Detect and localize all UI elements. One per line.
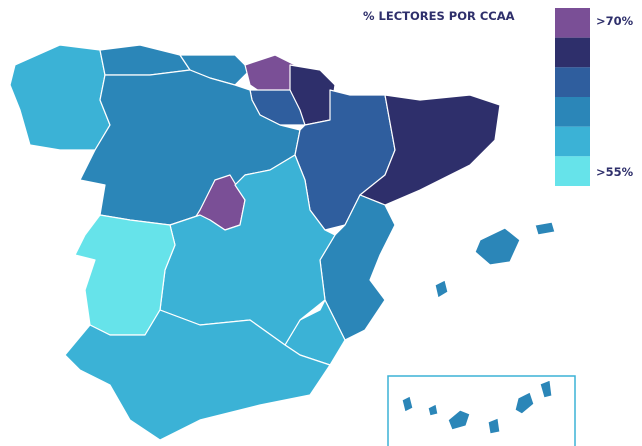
region: [487, 417, 501, 435]
legend-top-label: >70%: [596, 14, 634, 28]
region: [9, 44, 111, 151]
region: [514, 391, 535, 415]
region: [434, 279, 449, 299]
region: [427, 403, 439, 417]
canary-frame: [387, 375, 576, 446]
legend-swatch: [555, 156, 590, 186]
region: [534, 221, 556, 236]
legend-swatch: [555, 126, 590, 157]
legend-swatch: [555, 8, 590, 38]
region: [359, 94, 501, 206]
region: [447, 409, 471, 431]
legend-swatch: [555, 97, 590, 127]
region: [474, 227, 521, 266]
legend: [555, 8, 590, 186]
legend-title: % LECTORES POR CCAA: [363, 9, 515, 23]
legend-swatch: [555, 67, 590, 97]
region: [244, 54, 296, 96]
region: [99, 44, 191, 76]
legend-bottom-label: >55%: [596, 165, 634, 179]
region: [539, 379, 553, 399]
legend-swatch: [555, 37, 590, 68]
region: [64, 309, 331, 441]
region: [401, 395, 414, 413]
regions: [9, 44, 556, 441]
